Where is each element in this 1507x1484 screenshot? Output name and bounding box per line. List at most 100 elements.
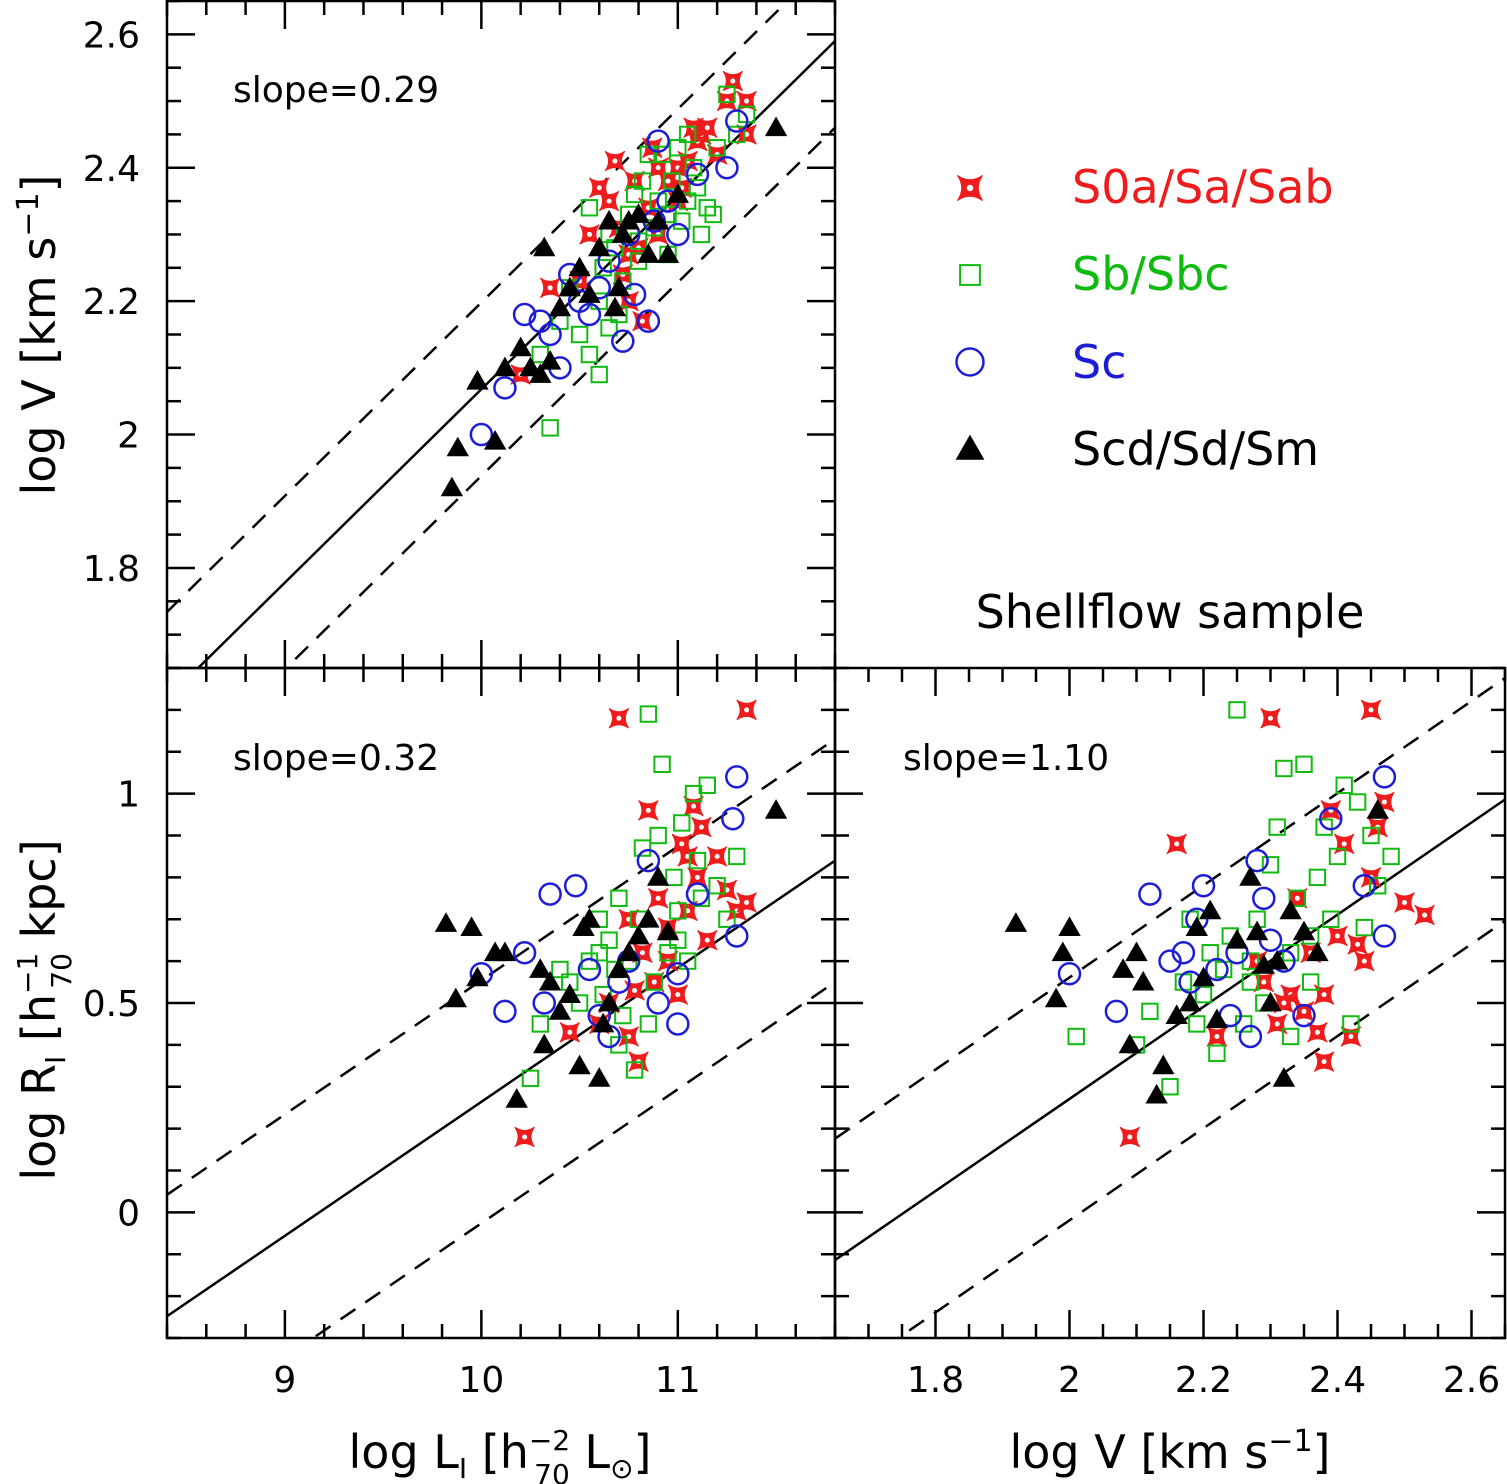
point-sc	[666, 1012, 690, 1036]
slope-annotation-v-l: slope=0.29	[233, 70, 439, 111]
point-scd-sd-sm	[1192, 966, 1215, 987]
point-sb-sbc	[1288, 889, 1306, 908]
point-sc	[1104, 999, 1129, 1024]
point-scd-sd-sm	[1225, 928, 1249, 949]
point-scd-sd-sm	[509, 336, 532, 357]
point-s0a-sa-sab-center	[606, 198, 612, 204]
point-scd-sd-sm	[558, 276, 581, 297]
y-tick-label-v-l: 2.4	[83, 149, 140, 190]
legend-marker-scd-sd-sm	[955, 434, 985, 460]
point-sc	[1238, 1024, 1263, 1049]
point-scd-sd-sm	[627, 924, 650, 945]
legend-marker-sb-sbc	[959, 264, 981, 286]
point-scd-sd-sm	[1279, 899, 1302, 920]
slope-annotation-r-v: slope=1.10	[903, 738, 1109, 779]
point-s0a-sa-sab-center	[1261, 979, 1267, 985]
point-sc	[597, 249, 621, 273]
point-sb-sbc	[718, 85, 736, 104]
point-s0a-sa-sab-center	[704, 937, 710, 943]
point-sb-sbc	[600, 319, 618, 337]
point-scd-sd-sm	[578, 908, 601, 928]
point-sb-sbc	[649, 826, 667, 845]
point-s0a-sa-sab-center	[616, 715, 622, 721]
point-scd-sd-sm	[538, 349, 562, 370]
point-sc	[1171, 941, 1196, 965]
point-scd-sd-sm	[1118, 1033, 1141, 1054]
point-scd-sd-sm	[1178, 991, 1202, 1012]
point-sb-sbc	[551, 960, 569, 979]
x-tick-label-r-v: 2	[1058, 1360, 1081, 1401]
point-sc	[611, 329, 635, 353]
point-s0a-sa-sab-center	[655, 165, 661, 171]
point-sb-sbc	[1355, 918, 1373, 937]
fit-line-r-v	[835, 798, 1505, 1262]
point-sb-sbc	[1208, 1044, 1226, 1062]
point-scd-sd-sm	[483, 430, 507, 450]
legend-label-s0a-sa-sab: S0a/Sa/Sab	[1072, 160, 1334, 214]
point-sb-sbc	[673, 212, 691, 230]
point-sb-sbc	[1281, 944, 1300, 962]
point-sb-sbc	[1322, 910, 1340, 928]
point-sc	[636, 848, 661, 873]
point-sb-sbc	[728, 847, 746, 866]
points-r-v	[1004, 699, 1435, 1148]
point-sb-sbc	[698, 199, 716, 217]
point-sb-sbc	[580, 199, 599, 217]
point-s0a-sa-sab-center	[596, 185, 602, 191]
point-sb-sbc	[633, 839, 652, 857]
point-scd-sd-sm	[597, 991, 621, 1012]
point-s0a-sa-sab-center	[522, 1134, 528, 1140]
point-sb-sbc	[673, 814, 691, 832]
legend-icon-1	[959, 264, 981, 286]
point-s0a-sa-sab-center	[612, 158, 618, 164]
point-sb-sbc	[541, 419, 559, 437]
point-s0a-sa-sab-center	[1361, 958, 1367, 964]
point-sb-sbc	[688, 179, 707, 197]
point-s0a-sa-sab-center	[730, 78, 736, 84]
legend-icon-0-center	[966, 184, 974, 192]
point-sb-sbc	[1335, 776, 1353, 794]
data-points	[434, 70, 1435, 1148]
point-sb-sbc	[1382, 847, 1400, 866]
point-sc	[636, 309, 661, 333]
x-tick-label-r-v: 1.8	[907, 1360, 964, 1401]
point-sc	[563, 874, 588, 898]
point-s0a-sa-sab-center	[1174, 841, 1180, 847]
point-scd-sd-sm	[1111, 958, 1135, 978]
point-sb-sbc	[639, 1015, 658, 1033]
point-s0a-sa-sab-center	[1301, 1008, 1307, 1014]
point-sb-sbc	[1261, 856, 1280, 874]
points-v-l	[440, 70, 788, 497]
point-scd-sd-sm	[611, 223, 635, 243]
point-sb-sbc	[1308, 868, 1327, 887]
point-sb-sbc	[614, 1006, 632, 1025]
point-s0a-sa-sab-center	[675, 992, 681, 998]
point-sc	[577, 302, 602, 327]
point-s0a-sa-sab-center	[639, 318, 645, 324]
point-scd-sd-sm	[646, 209, 670, 230]
point-sc	[512, 302, 537, 327]
point-sb-sbc	[1174, 973, 1193, 991]
point-s0a-sa-sab-center	[1281, 1000, 1287, 1006]
point-scd-sd-sm	[617, 941, 640, 962]
point-s0a-sa-sab-center	[744, 98, 750, 104]
point-s0a-sa-sab-center	[1274, 1021, 1280, 1027]
x-tick-label-r-l: 11	[655, 1360, 701, 1401]
point-scd-sd-sm	[1239, 866, 1262, 886]
point-sb-sbc	[1228, 701, 1246, 719]
point-sc	[721, 807, 745, 831]
point-sc	[666, 961, 690, 986]
point-scd-sd-sm	[1205, 1008, 1229, 1029]
point-sc	[685, 882, 710, 906]
point-scd-sd-sm	[548, 296, 572, 317]
point-sb-sbc	[590, 365, 608, 384]
point-sb-sbc	[1348, 793, 1367, 811]
point-s0a-sa-sab-center	[698, 824, 704, 830]
point-sc	[1252, 886, 1276, 911]
point-s0a-sa-sab-center	[1355, 941, 1361, 947]
point-sb-sbc	[594, 259, 612, 277]
point-scd-sd-sm	[1044, 987, 1068, 1008]
point-scd-sd-sm	[568, 1054, 591, 1075]
point-scd-sd-sm	[1004, 912, 1028, 932]
